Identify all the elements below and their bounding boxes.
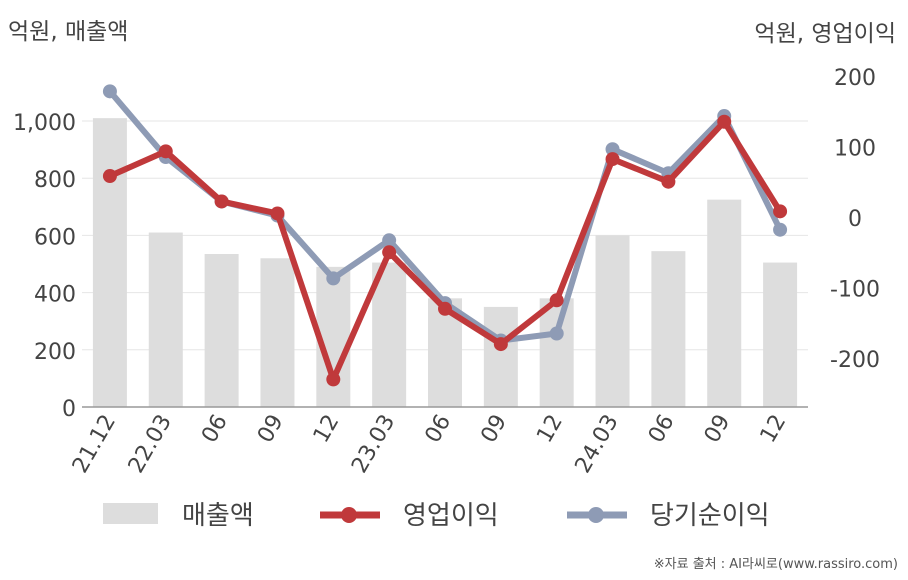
x-tick-label: 23.03 xyxy=(347,411,400,478)
revenue-bar xyxy=(92,118,127,407)
x-tick-label: 09 xyxy=(700,411,736,448)
right-tick-label: 200 xyxy=(834,66,876,91)
revenue-bar xyxy=(372,262,407,407)
x-tick-label: 12 xyxy=(309,411,345,448)
x-axis-ticks: 21.12 22.03 06 09 12 23.03 06 09 12 24.03 06 09 12 xyxy=(68,411,791,478)
operating-profit-point xyxy=(661,174,676,189)
operating-profit-point xyxy=(214,194,229,209)
legend-label-operating-profit: 영업이익 xyxy=(403,501,499,531)
x-tick-label: 24.03 xyxy=(571,411,624,478)
x-tick-label: 12 xyxy=(756,411,792,448)
x-tick-label: 12 xyxy=(532,411,568,448)
left-tick-label: 0 xyxy=(62,397,76,422)
legend-label-net-income: 당기순이익 xyxy=(650,501,770,531)
net-income-point xyxy=(326,271,341,286)
left-tick-label: 1,000 xyxy=(13,111,76,136)
revenue-bar xyxy=(483,306,518,407)
revenue-bar xyxy=(763,262,798,407)
operating-profit-point xyxy=(438,301,452,316)
x-tick-label: 06 xyxy=(197,411,233,448)
revenue-bar xyxy=(204,253,239,407)
right-tick-label: -200 xyxy=(830,348,880,373)
revenue-bar xyxy=(595,235,630,407)
x-tick-label: 06 xyxy=(421,411,457,448)
operating-profit-point xyxy=(549,293,564,308)
left-axis-ticks: 0 200 400 600 800 1,000 xyxy=(13,111,76,422)
left-tick-label: 800 xyxy=(34,168,76,193)
net-income-point xyxy=(773,222,788,237)
revenue-bar xyxy=(707,199,742,407)
x-tick-label: 06 xyxy=(644,411,680,448)
operating-profit-point xyxy=(326,372,341,387)
right-tick-label: -100 xyxy=(830,278,880,303)
operating-profit-point xyxy=(102,169,117,184)
right-axis-unit: 억원, 영업이익 xyxy=(754,21,896,47)
net-income-point xyxy=(605,142,620,157)
operating-profit-point xyxy=(605,152,620,167)
revenue-bar xyxy=(260,258,295,407)
net-income-point xyxy=(549,326,564,341)
left-axis-unit: 억원, 매출액 xyxy=(8,19,129,45)
left-tick-label: 600 xyxy=(34,225,76,250)
operating-profit-point xyxy=(382,245,397,260)
x-tick-label: 09 xyxy=(253,411,289,448)
operating-profit-point xyxy=(270,206,285,221)
legend-swatch-revenue xyxy=(103,503,158,524)
source-note: ※자료 출처 : AI라씨로(www.rassiro.com) xyxy=(653,557,898,572)
legend: 매출액 영업이익 당기순이익 xyxy=(103,501,770,531)
right-tick-label: 100 xyxy=(834,136,876,161)
operating-profit-point xyxy=(717,114,732,129)
right-tick-label: 0 xyxy=(848,207,862,232)
revenue-bar xyxy=(651,251,686,407)
revenue-bar xyxy=(148,232,183,407)
bar-series xyxy=(92,118,798,407)
revenue-bar xyxy=(539,298,574,407)
operating-profit-point xyxy=(493,337,508,352)
right-axis-ticks: -200 -100 0 100 200 xyxy=(830,66,880,373)
x-tick-label: 09 xyxy=(476,411,512,448)
net-income-point xyxy=(382,233,397,248)
operating-profit-point xyxy=(158,144,173,159)
legend-marker-net-income xyxy=(588,507,604,523)
x-tick-label: 22.03 xyxy=(124,411,177,478)
operating-profit-point xyxy=(773,204,788,219)
left-tick-label: 400 xyxy=(34,283,76,308)
legend-label-revenue: 매출액 xyxy=(182,501,254,531)
left-tick-label: 200 xyxy=(34,340,76,365)
net-income-point xyxy=(102,84,117,99)
line-series xyxy=(102,84,788,387)
legend-marker-operating-profit xyxy=(341,507,357,523)
